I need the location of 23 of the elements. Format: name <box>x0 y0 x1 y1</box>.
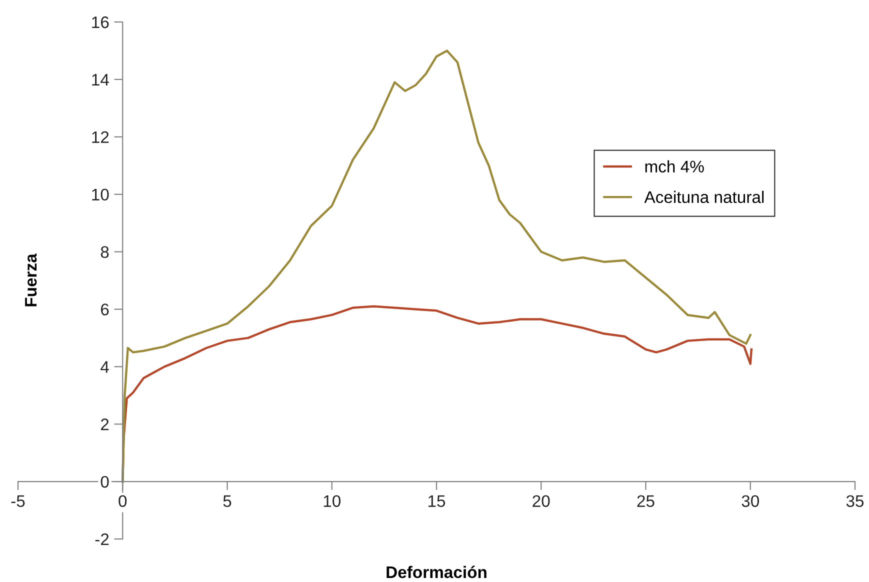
legend-label: Aceituna natural <box>644 190 764 204</box>
x-tick-label: 10 <box>324 495 340 507</box>
y-tick-label: 0 <box>100 476 109 488</box>
x-tick-label: -5 <box>11 495 25 507</box>
y-tick-label: 12 <box>92 131 109 143</box>
y-tick-label: 6 <box>101 304 109 316</box>
x-tick-label: 5 <box>223 495 232 507</box>
x-tick-label: 25 <box>637 495 654 507</box>
y-tick-label: 16 <box>92 16 109 28</box>
x-axis-title: Deformación <box>386 566 486 578</box>
y-tick-label: 14 <box>92 74 109 86</box>
y-tick-label: 10 <box>92 188 109 201</box>
y-tick-label: -2 <box>95 533 109 546</box>
x-tick-label: 30 <box>742 495 759 507</box>
y-tick-label: 2 <box>101 418 109 430</box>
x-tick-label: 35 <box>846 495 864 507</box>
y-tick-label: 4 <box>100 361 109 373</box>
legend-label: mch 4% <box>645 160 704 173</box>
x-tick-label: 20 <box>532 495 550 507</box>
x-tick-label: 15 <box>428 495 446 507</box>
y-tick-label: 8 <box>100 246 109 258</box>
y-axis-title: Fuerza <box>25 254 37 306</box>
x-tick-label: 0 <box>118 495 127 507</box>
